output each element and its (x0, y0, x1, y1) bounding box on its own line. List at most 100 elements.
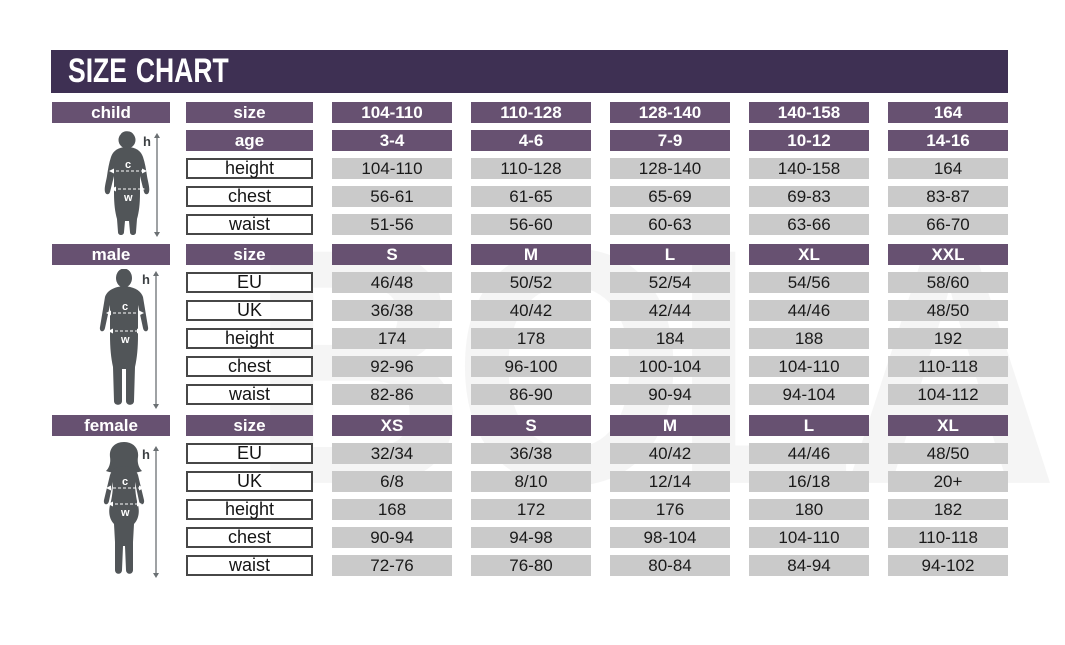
child-chest-value-cell: 69-83 (749, 186, 869, 207)
male-size-value-cell: XXL (888, 244, 1008, 265)
male-chest-value-cell: 96-100 (471, 356, 591, 377)
male-chest-value-cell: 92-96 (332, 356, 452, 377)
child-chest-value-cell: 65-69 (610, 186, 730, 207)
child-height-value-cell: 110-128 (471, 158, 591, 179)
male-table: size S M L XL XXL EU 46/48 50/52 52/54 54/56 58/60 U… (186, 244, 1008, 405)
female-row-label-waist: waist (186, 555, 313, 576)
male-waist-value-cell: 104-112 (888, 384, 1008, 405)
child-table: size 104-110 110-128 128-140 140-158 164 age 3-… (186, 102, 1008, 235)
male-height-value-cell: 188 (749, 328, 869, 349)
child-size-value-cell: 104-110 (332, 102, 452, 123)
male-EU-value-cell: 52/54 (610, 272, 730, 293)
female-row-label-size: size (186, 415, 313, 436)
male-EU-value-cell: 58/60 (888, 272, 1008, 293)
child-row-label-waist: waist (186, 214, 313, 235)
child-size-value-cell: 128-140 (610, 102, 730, 123)
child-height-value-cell: 104-110 (332, 158, 452, 179)
male-size-value-cell: M (471, 244, 591, 265)
female-size-value-cell: XS (332, 415, 452, 436)
female-EU-value-cell: 48/50 (888, 443, 1008, 464)
male-UK-value-cell: 40/42 (471, 300, 591, 321)
female-UK-value-cell: 12/14 (610, 471, 730, 492)
female-height-value-cell: 172 (471, 499, 591, 520)
male-chest-value-cell: 110-118 (888, 356, 1008, 377)
male-row-label-height: height (186, 328, 313, 349)
female-EU-value-cell: 36/38 (471, 443, 591, 464)
child-waist-value-cell: 60-63 (610, 214, 730, 235)
male-size-value-cell: XL (749, 244, 869, 265)
male-row-label-size: size (186, 244, 313, 265)
female-waist-value-cell: 94-102 (888, 555, 1008, 576)
male-row-label-UK: UK (186, 300, 313, 321)
child-row-label-size: size (186, 102, 313, 123)
child-height-value-cell: 140-158 (749, 158, 869, 179)
female-size-value-cell: M (610, 415, 730, 436)
child-size-value-cell: 164 (888, 102, 1008, 123)
child-row-label-age: age (186, 130, 313, 151)
male-height-value-cell: 178 (471, 328, 591, 349)
female-silhouette-figure: h c w (103, 442, 159, 578)
page-title: SIZE CHART (68, 52, 229, 90)
child-age-value-cell: 10-12 (749, 130, 869, 151)
female-figure: h c w (84, 442, 170, 585)
male-size-value-cell: S (332, 244, 452, 265)
female-chest-value-cell: 90-94 (332, 527, 452, 548)
female-row-label-chest: chest (186, 527, 313, 548)
male-waist-value-cell: 94-104 (749, 384, 869, 405)
chest-label: c (122, 301, 128, 313)
female-UK-value-cell: 6/8 (332, 471, 452, 492)
waist-measure: w (108, 501, 142, 519)
female-chest-value-cell: 104-110 (749, 527, 869, 548)
chest-measure: c (106, 476, 144, 491)
child-chest-value-cell: 56-61 (332, 186, 452, 207)
female-size-value-cell: L (749, 415, 869, 436)
section-label-child: child (52, 102, 170, 123)
male-chest-value-cell: 100-104 (610, 356, 730, 377)
male-UK-value-cell: 48/50 (888, 300, 1008, 321)
female-waist-value-cell: 80-84 (610, 555, 730, 576)
male-EU-value-cell: 46/48 (332, 272, 452, 293)
child-age-value-cell: 4-6 (471, 130, 591, 151)
chest-label: c (122, 476, 128, 488)
height-label: h (142, 272, 150, 287)
section-label-male: male (52, 244, 170, 265)
female-chest-value-cell: 94-98 (471, 527, 591, 548)
waist-measure: w (111, 186, 145, 204)
female-waist-value-cell: 72-76 (332, 555, 452, 576)
height-arrow: h (142, 446, 159, 578)
child-waist-value-cell: 63-66 (749, 214, 869, 235)
female-EU-value-cell: 32/34 (332, 443, 452, 464)
female-height-value-cell: 182 (888, 499, 1008, 520)
male-row-label-waist: waist (186, 384, 313, 405)
female-EU-value-cell: 40/42 (610, 443, 730, 464)
female-height-value-cell: 176 (610, 499, 730, 520)
female-waist-value-cell: 76-80 (471, 555, 591, 576)
child-silhouette-figure: h c w (104, 131, 160, 237)
waist-label: w (120, 334, 130, 346)
male-UK-value-cell: 42/44 (610, 300, 730, 321)
height-label: h (143, 134, 151, 149)
female-height-value-cell: 180 (749, 499, 869, 520)
child-size-value-cell: 140-158 (749, 102, 869, 123)
female-chest-value-cell: 98-104 (610, 527, 730, 548)
male-waist-value-cell: 90-94 (610, 384, 730, 405)
male-UK-value-cell: 44/46 (749, 300, 869, 321)
child-age-value-cell: 14-16 (888, 130, 1008, 151)
waist-measure: w (108, 328, 142, 346)
male-height-value-cell: 174 (332, 328, 452, 349)
child-waist-value-cell: 56-60 (471, 214, 591, 235)
child-size-value-cell: 110-128 (471, 102, 591, 123)
child-chest-value-cell: 83-87 (888, 186, 1008, 207)
male-height-value-cell: 192 (888, 328, 1008, 349)
child-waist-value-cell: 66-70 (888, 214, 1008, 235)
female-size-value-cell: XL (888, 415, 1008, 436)
child-age-value-cell: 3-4 (332, 130, 452, 151)
female-height-value-cell: 168 (332, 499, 452, 520)
male-waist-value-cell: 82-86 (332, 384, 452, 405)
waist-label: w (120, 507, 130, 519)
male-row-label-chest: chest (186, 356, 313, 377)
waist-label: w (123, 192, 133, 204)
height-arrow: h (143, 133, 160, 237)
child-height-value-cell: 164 (888, 158, 1008, 179)
chest-measure: c (106, 301, 144, 316)
